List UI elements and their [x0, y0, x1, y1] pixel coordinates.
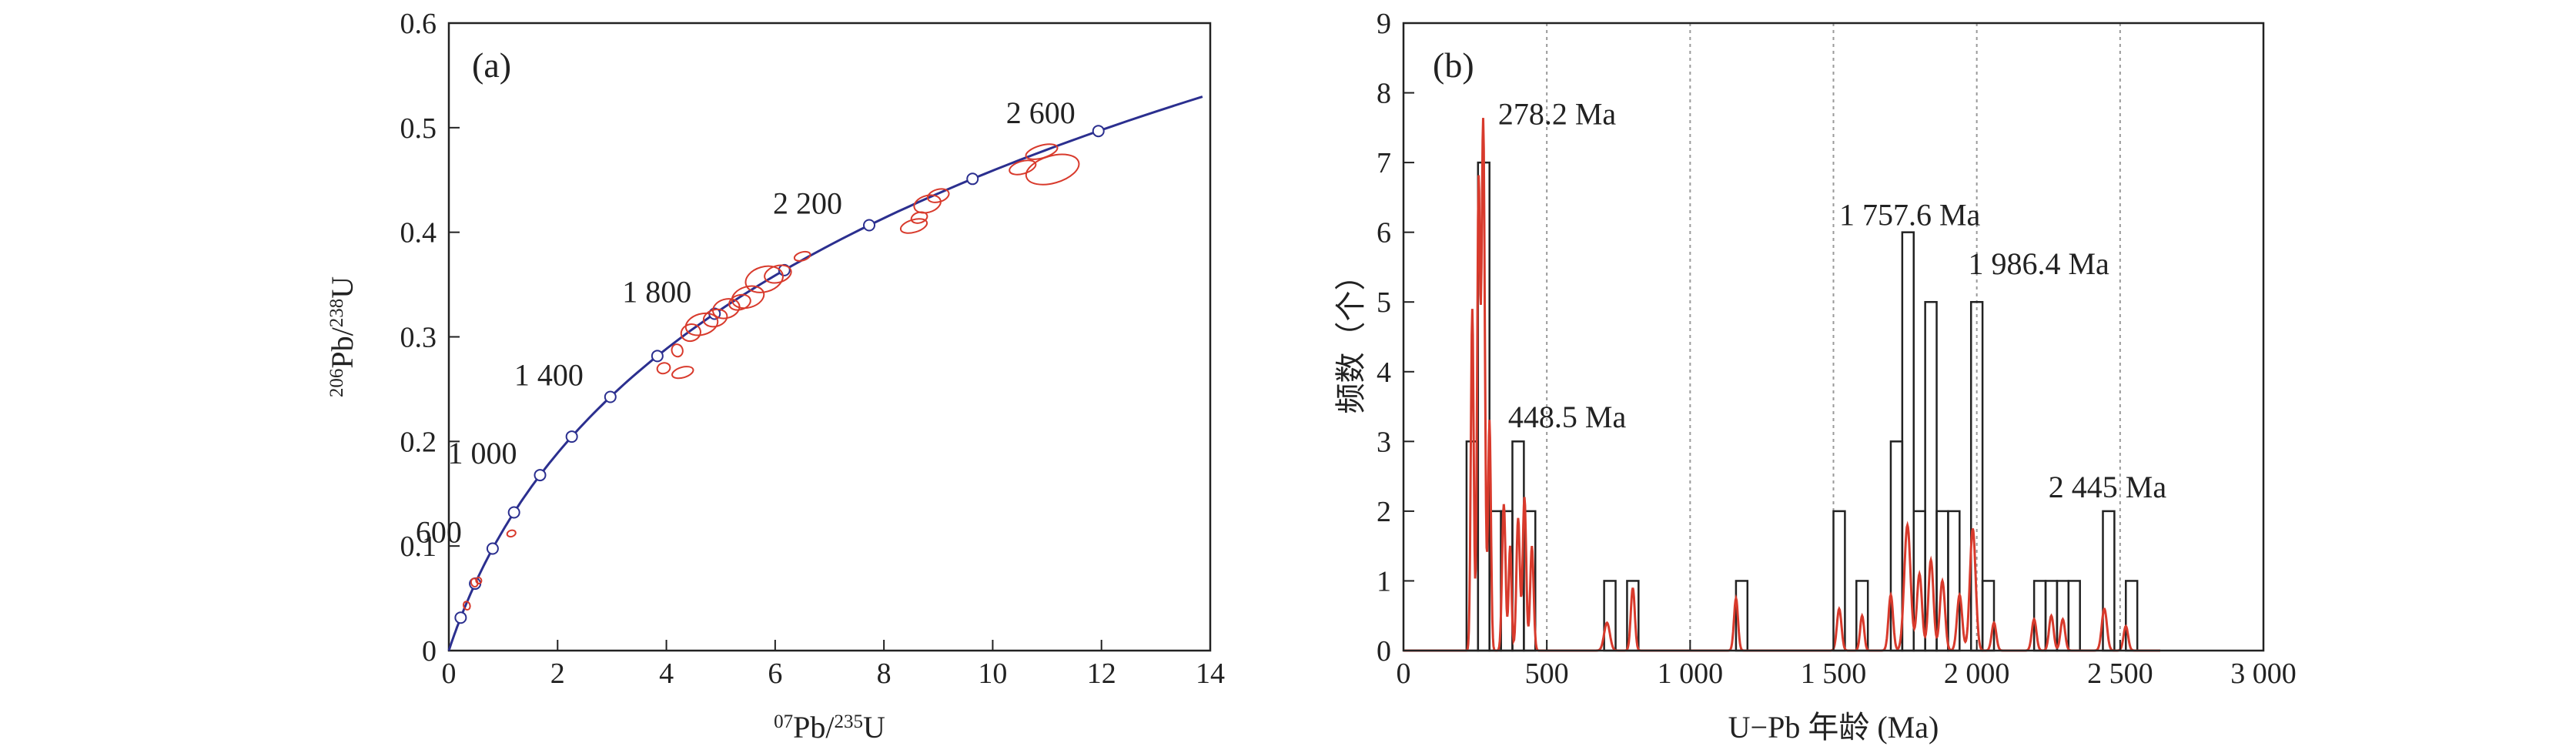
y-tick-label: 0.3 — [400, 322, 437, 354]
x-axis-label: 07Pb/235U — [774, 710, 885, 745]
error-ellipse — [680, 323, 701, 343]
y-tick-label: 0.6 — [400, 8, 437, 40]
panel-label: (a) — [472, 45, 511, 85]
y-tick-label: 0 — [1377, 635, 1391, 668]
x-tick-label: 3 000 — [2230, 658, 2297, 690]
histogram-bar — [1924, 300, 1938, 652]
x-tick-label: 0 — [442, 658, 457, 690]
age-label: 1 000 — [447, 436, 517, 470]
x-tick-label: 0 — [1397, 658, 1411, 690]
age-marker — [604, 390, 617, 403]
x-tick-label: 4 — [659, 658, 674, 690]
error-ellipse — [1025, 153, 1080, 186]
histogram-bar — [2125, 580, 2139, 652]
x-tick-label: 2 000 — [1944, 658, 2010, 690]
age-marker — [1092, 125, 1105, 138]
histogram-bar — [1947, 510, 1961, 652]
x-tick-label: 1 000 — [1658, 658, 1724, 690]
histogram-bar — [2067, 580, 2081, 652]
x-tick-label: 10 — [978, 658, 1007, 690]
y-tick-label: 0.1 — [400, 530, 437, 563]
age-marker — [454, 611, 467, 624]
error-ellipse — [671, 343, 684, 358]
age-marker — [507, 506, 520, 519]
kde-curve — [1403, 118, 2160, 652]
error-ellipse — [671, 366, 694, 380]
error-ellipse — [910, 211, 928, 224]
x-tick-label: 6 — [768, 658, 782, 690]
age-label: 1 400 — [514, 358, 584, 393]
age-marker — [966, 172, 979, 186]
y-tick-label: 7 — [1377, 147, 1391, 179]
error-ellipse — [764, 264, 792, 284]
panel-label: (b) — [1433, 45, 1474, 85]
y-tick-label: 3 — [1377, 426, 1391, 458]
age-marker — [486, 542, 499, 555]
x-tick-label: 14 — [1196, 658, 1225, 690]
y-tick-label: 0.2 — [400, 426, 437, 458]
error-ellipse — [913, 194, 942, 214]
x-tick-label: 12 — [1087, 658, 1116, 690]
histogram-panel: 0 500 1 000 1 500 2 000 2 500 3 000 0 1 2 3 4 5 6 7 8 9 2… — [1333, 8, 2297, 745]
age-label: 2 600 — [1006, 95, 1076, 130]
error-ellipse — [728, 293, 751, 311]
error-ellipse — [1009, 159, 1037, 176]
x-tick-label: 2 — [550, 658, 565, 690]
y-tick-label: 0.4 — [400, 217, 437, 249]
peak-annotation: 1 986.4 Ma — [1968, 246, 2109, 281]
y-tick-label: 8 — [1377, 78, 1391, 110]
histogram-bar — [1832, 510, 1846, 652]
y-tick-label: 2 — [1377, 496, 1391, 528]
x-tick-label: 500 — [1525, 658, 1569, 690]
error-ellipse — [475, 576, 483, 585]
age-label: 600 — [416, 515, 462, 550]
error-ellipse — [899, 218, 928, 234]
error-ellipse — [684, 312, 719, 336]
y-axis-label: 频数（个） — [1333, 260, 1368, 414]
y-tick-label: 5 — [1377, 286, 1391, 319]
histogram-bar — [2032, 580, 2047, 652]
y-tick-label: 4 — [1377, 356, 1391, 389]
peak-annotation: 2 445 Ma — [2049, 470, 2167, 504]
age-label: 2 200 — [773, 186, 842, 221]
histogram-bar — [2102, 510, 2116, 652]
histogram-bar — [1981, 580, 1996, 652]
age-marker — [651, 350, 664, 363]
y-tick-label: 0 — [422, 635, 437, 668]
concordia-curve — [447, 95, 1203, 651]
x-tick-label: 1 500 — [1801, 658, 1867, 690]
error-ellipse — [927, 188, 950, 203]
error-ellipse — [656, 362, 671, 375]
y-tick-label: 0.5 — [400, 112, 437, 145]
y-tick-label: 1 — [1377, 565, 1391, 597]
age-marker — [565, 430, 578, 443]
error-ellipse — [744, 265, 784, 293]
age-marker — [534, 469, 547, 482]
plot-frame — [447, 22, 1212, 652]
concordia-panel: 0 2 4 6 8 10 12 14 0 0.1 0.2 0.3 0.4 0.5 0.6 600 1 000 1 … — [325, 8, 1225, 745]
peak-annotation: 448.5 Ma — [1508, 400, 1627, 434]
error-ellipse — [711, 298, 741, 320]
x-tick-label: 8 — [877, 658, 892, 690]
error-ellipse — [506, 529, 517, 538]
age-marker — [863, 219, 876, 232]
peak-annotation: 278.2 Ma — [1498, 96, 1617, 131]
y-axis-label: 206Pb/238U — [325, 276, 360, 397]
age-label: 1 800 — [622, 274, 691, 309]
y-tick-label: 9 — [1377, 8, 1391, 40]
error-ellipse — [793, 250, 811, 262]
y-tick-label: 6 — [1377, 217, 1391, 249]
peak-annotation: 1 757.6 Ma — [1839, 198, 1981, 233]
error-ellipse — [462, 601, 471, 611]
x-axis-label: U−Pb 年龄 (Ma) — [1728, 710, 1939, 745]
error-ellipse — [470, 577, 479, 588]
x-tick-label: 2 500 — [2087, 658, 2153, 690]
